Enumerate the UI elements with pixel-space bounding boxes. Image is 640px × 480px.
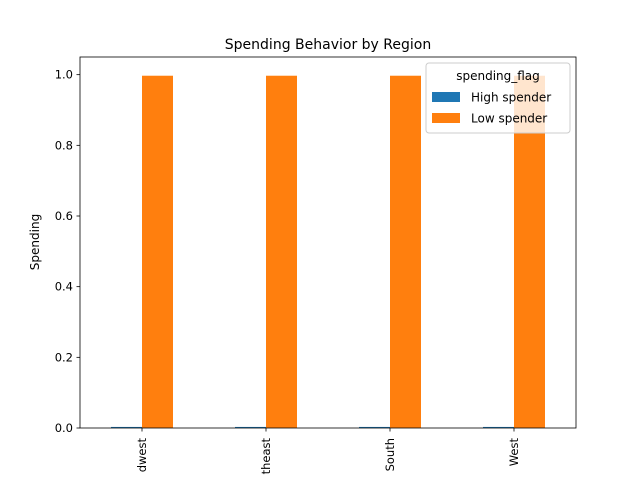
- bar-low-spender-midwest: [142, 75, 173, 428]
- legend-label-low-spender: Low spender: [471, 112, 547, 126]
- bar-high-spender-northeast: [235, 426, 266, 428]
- y-tick-label: 0.6: [55, 209, 73, 223]
- bar-low-spender-west: [514, 75, 545, 428]
- x-tick-label-midwest: dwest: [135, 438, 149, 473]
- x-tick-label-south: South: [383, 438, 397, 471]
- legend-title: spending_flag: [456, 69, 540, 83]
- bar-low-spender-northeast: [266, 75, 297, 428]
- chart-title: Spending Behavior by Region: [225, 37, 431, 53]
- legend-swatch-low-spender: [432, 113, 460, 123]
- axes-frame: [79, 56, 577, 429]
- legend-swatch-high-spender: [432, 92, 460, 102]
- axes-group: 0.0 0.2 0.4 0.6 0.8 1.0 dwest theast South West: [55, 56, 577, 475]
- y-tick-label: 1.0: [55, 68, 73, 82]
- bar-high-spender-south: [359, 426, 390, 428]
- legend: spending_flag High spender Low spender: [425, 62, 571, 134]
- bars-group: [111, 75, 545, 428]
- y-tick-label: 0.0: [55, 421, 73, 435]
- x-tick-label-west: West: [507, 438, 521, 467]
- bar-high-spender-midwest: [111, 426, 142, 428]
- y-tick-label: 0.2: [55, 350, 73, 364]
- bar-low-spender-south: [390, 75, 421, 428]
- legend-box: [425, 62, 571, 134]
- legend-label-high-spender: High spender: [471, 91, 551, 105]
- y-axis-label: Spending: [28, 214, 42, 270]
- y-tick-label: 0.8: [55, 138, 73, 152]
- x-tick-label-northeast: theast: [259, 438, 273, 475]
- y-tick-label: 0.4: [55, 280, 73, 294]
- bar-high-spender-west: [483, 426, 514, 428]
